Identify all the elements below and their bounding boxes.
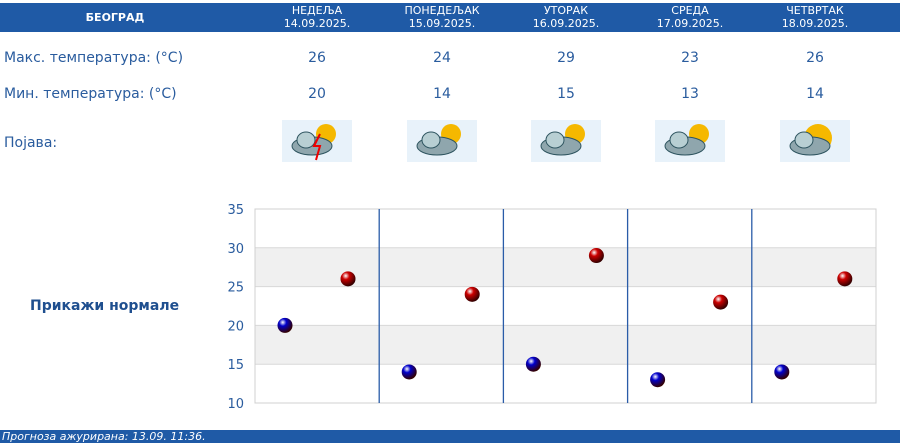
min-temp-value: 20 xyxy=(308,86,326,102)
plot-frame xyxy=(254,208,877,404)
grid-band xyxy=(255,325,876,365)
min-temp-point xyxy=(401,364,417,380)
day-name: ЧЕТВРТАК xyxy=(786,4,844,17)
day-header: УТОРАК 16.09.2025. xyxy=(504,4,628,30)
day-date: 15.09.2025. xyxy=(408,17,476,30)
max-temp-point xyxy=(713,294,729,310)
day-header: ПОНЕДЕЉАК 15.09.2025. xyxy=(380,4,504,30)
forecast-updated: Прогноза ажурирана: 13.09. 11:36. xyxy=(0,430,900,443)
day-header: НЕДЕЉА 14.09.2025. xyxy=(255,4,379,30)
day-name: НЕДЕЉА xyxy=(291,4,343,17)
partly-cloudy-icon xyxy=(531,120,601,162)
day-name: ПОНЕДЕЉАК xyxy=(404,4,480,17)
min-temp-point xyxy=(525,356,541,372)
max-temp-point xyxy=(588,248,604,264)
min-temp-label: Мин. температура: (°C) xyxy=(4,86,177,102)
day-date: 18.09.2025. xyxy=(781,17,849,30)
max-temp-point xyxy=(837,271,853,287)
y-tick-label: 30 xyxy=(227,242,244,257)
min-temp-point xyxy=(277,317,293,333)
max-temp-label: Макс. температура: (°C) xyxy=(4,50,184,66)
y-tick-label: 35 xyxy=(227,203,244,218)
phenomenon-label: Појава: xyxy=(4,135,58,151)
min-temp-value: 14 xyxy=(433,86,451,102)
max-temp-value: 23 xyxy=(681,50,699,66)
forecast-header: БЕОГРАД НЕДЕЉА 14.09.2025. ПОНЕДЕЉАК 15.09.… xyxy=(0,3,900,32)
day-header: СРЕДА 17.09.2025. xyxy=(628,4,752,30)
min-temp-value: 14 xyxy=(806,86,824,102)
y-tick-label: 15 xyxy=(227,358,244,373)
min-temp-point xyxy=(774,364,790,380)
day-name: СРЕДА xyxy=(671,4,709,17)
temperature-chart: 10 15 20 25 30 35 xyxy=(227,203,877,412)
grid-band xyxy=(255,247,876,287)
thunderstorm-partly-cloudy-icon xyxy=(282,120,352,162)
y-tick-label: 25 xyxy=(227,281,244,296)
partly-cloudy-icon xyxy=(655,120,725,162)
day-date: 14.09.2025. xyxy=(283,17,351,30)
max-temp-value: 29 xyxy=(557,50,575,66)
day-date: 16.09.2025. xyxy=(532,17,600,30)
min-temp-value: 13 xyxy=(681,86,699,102)
min-temp-point xyxy=(650,372,666,388)
max-temp-point xyxy=(340,271,356,287)
y-tick-label: 20 xyxy=(227,319,244,334)
max-temp-value: 24 xyxy=(433,50,451,66)
min-temp-value: 15 xyxy=(557,86,575,102)
day-date: 17.09.2025. xyxy=(656,17,724,30)
max-temp-value: 26 xyxy=(308,50,326,66)
max-temp-value: 26 xyxy=(806,50,824,66)
day-name: УТОРАК xyxy=(543,4,589,17)
mostly-sunny-icon xyxy=(780,120,850,162)
day-header: ЧЕТВРТАК 18.09.2025. xyxy=(753,4,877,30)
city-name: БЕОГРАД xyxy=(85,11,145,24)
max-temp-point xyxy=(464,286,480,302)
partly-cloudy-icon xyxy=(407,120,477,162)
show-normals-link[interactable]: Прикажи нормале xyxy=(30,298,180,314)
y-tick-label: 10 xyxy=(227,397,244,412)
